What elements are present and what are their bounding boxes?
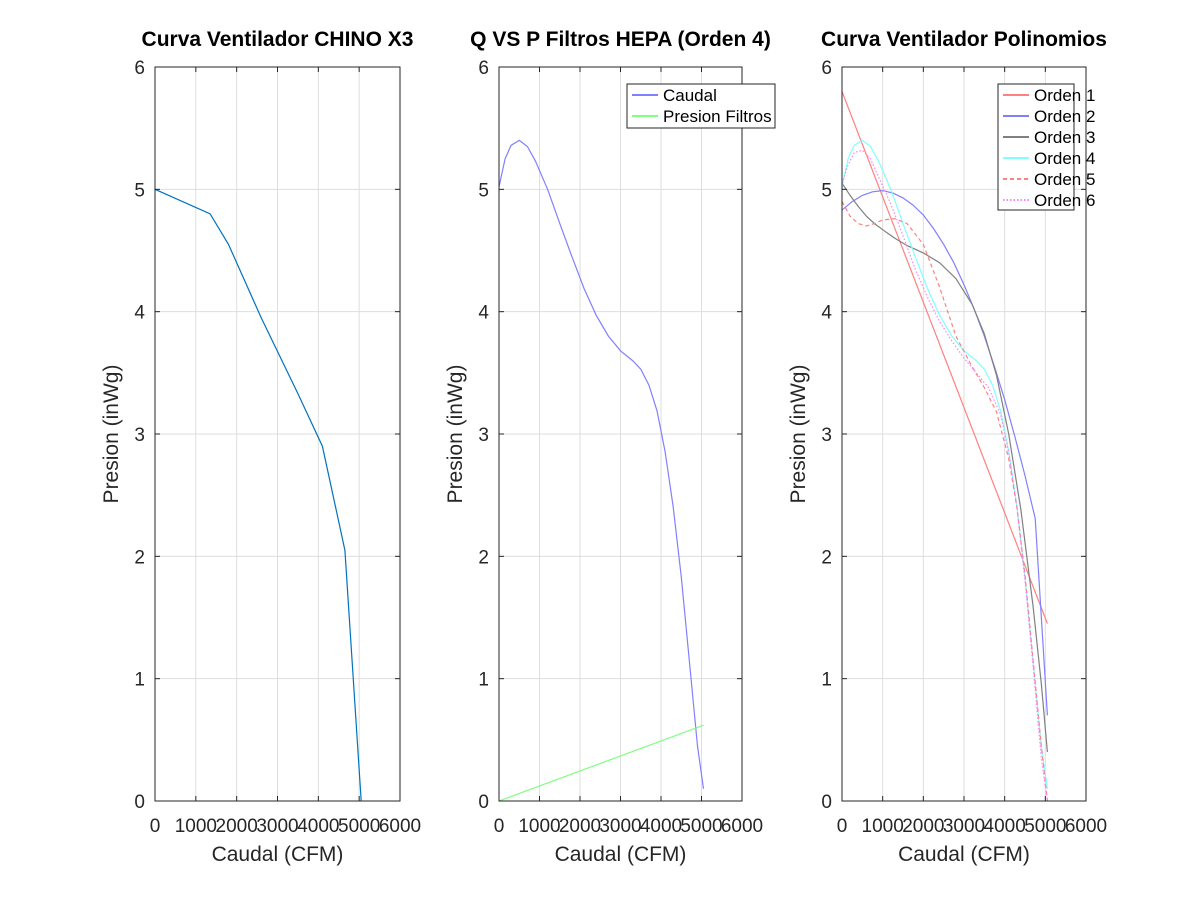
x-tick-label: 5000 — [680, 816, 722, 837]
legend-label: Orden 2 — [1034, 107, 1095, 126]
x-tick-label: 0 — [150, 816, 161, 837]
x-axis-label: Caudal (CFM) — [898, 843, 1030, 866]
legend-label: Presion Filtros — [663, 107, 772, 126]
y-tick-label: 6 — [821, 58, 832, 79]
y-tick-label: 4 — [821, 303, 832, 324]
y-tick-label: 1 — [821, 670, 832, 691]
legend-label: Orden 3 — [1034, 128, 1095, 147]
y-tick-label: 1 — [134, 670, 145, 691]
y-axis-label: Presion (inWg) — [787, 365, 810, 504]
legend-label: Orden 5 — [1034, 170, 1095, 189]
x-tick-label: 5000 — [1024, 816, 1066, 837]
series-line-orden-5 — [842, 201, 1048, 801]
x-tick-label: 2000 — [902, 816, 944, 837]
x-tick-label: 0 — [494, 816, 505, 837]
y-tick-label: 0 — [478, 792, 489, 813]
x-tick-label: 2000 — [559, 816, 601, 837]
y-tick-label: 0 — [134, 792, 145, 813]
legend: Caudal Presion Filtros — [626, 83, 776, 129]
legend-label: Orden 1 — [1034, 86, 1095, 105]
y-axis-label: Presion (inWg) — [100, 365, 123, 504]
y-tick-label: 3 — [134, 425, 145, 446]
y-tick-label: 3 — [821, 425, 832, 446]
x-tick-label: 1000 — [862, 816, 904, 837]
series-line-presion-filtros — [499, 724, 704, 801]
series-line-orden-1 — [842, 91, 1048, 624]
x-tick-label: 5000 — [338, 816, 380, 837]
x-axis-label: Caudal (CFM) — [212, 843, 344, 866]
y-tick-label: 2 — [478, 547, 489, 568]
chart-title: Q VS P Filtros HEPA (Orden 4) — [470, 28, 771, 51]
legend-label: Orden 6 — [1034, 191, 1095, 210]
y-tick-label: 4 — [134, 303, 145, 324]
x-tick-label: 6000 — [379, 816, 421, 837]
series-line-orden-2 — [842, 189, 1048, 716]
y-tick-label: 5 — [821, 180, 832, 201]
legend-box — [997, 83, 1075, 211]
legend-label: Caudal — [663, 86, 717, 105]
y-tick-label: 6 — [134, 58, 145, 79]
series-line — [155, 188, 362, 801]
x-tick-label: 3000 — [943, 816, 985, 837]
y-tick-label: 2 — [134, 547, 145, 568]
y-tick-label: 5 — [134, 180, 145, 201]
legend-label: Orden 4 — [1034, 149, 1095, 168]
x-tick-label: 3000 — [256, 816, 298, 837]
legend-box — [626, 83, 776, 129]
x-tick-label: 4000 — [640, 816, 682, 837]
series-line-orden-4 — [842, 139, 1048, 789]
legend: Orden 1 Orden 2 Orden 3 Orden 4 Orden 5 Orden… — [997, 83, 1095, 211]
y-tick-label: 2 — [821, 547, 832, 568]
x-tick-label: 3000 — [599, 816, 641, 837]
x-tick-label: 0 — [837, 816, 848, 837]
x-tick-label: 2000 — [216, 816, 258, 837]
y-tick-label: 5 — [478, 180, 489, 201]
x-tick-label: 4000 — [984, 816, 1026, 837]
y-tick-label: 0 — [821, 792, 832, 813]
series-line-orden-6 — [842, 149, 1048, 801]
y-tick-label: 4 — [478, 303, 489, 324]
y-tick-label: 3 — [478, 425, 489, 446]
x-tick-label: 1000 — [518, 816, 560, 837]
x-tick-label: 1000 — [175, 816, 217, 837]
x-tick-label: 4000 — [297, 816, 339, 837]
y-tick-label: 6 — [478, 58, 489, 79]
x-tick-label: 6000 — [1065, 816, 1107, 837]
y-tick-label: 1 — [478, 670, 489, 691]
series-line-orden-3 — [842, 182, 1048, 753]
chart-title: Curva Ventilador CHINO X3 — [142, 28, 414, 51]
series-line-caudal — [499, 139, 705, 789]
x-axis-label: Caudal (CFM) — [555, 843, 687, 866]
y-axis-label: Presion (inWg) — [444, 365, 467, 504]
x-tick-label: 6000 — [721, 816, 763, 837]
chart-title: Curva Ventilador Polinomios — [821, 28, 1107, 51]
